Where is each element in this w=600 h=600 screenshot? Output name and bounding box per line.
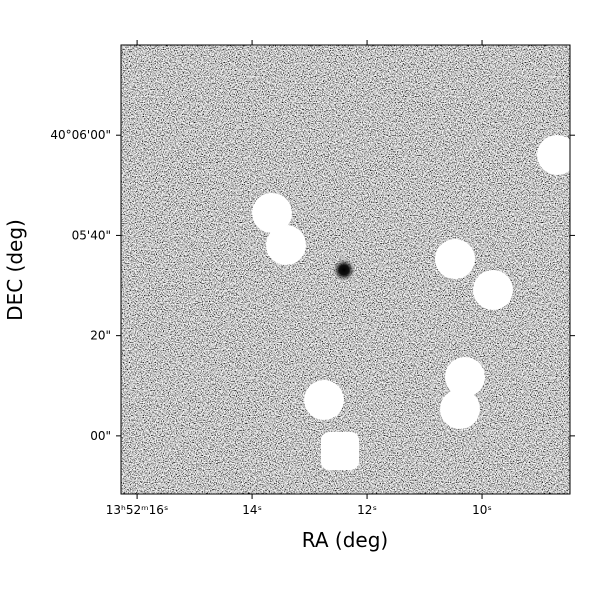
mask [435,239,475,279]
x-tick-label: 10ˢ [472,503,492,517]
y-tick-label: 00" [90,429,111,443]
axes-frame [120,44,571,495]
y-tick-label: 05'40" [72,228,111,242]
mask [445,357,485,397]
x-axis-label: RA (deg) [302,528,388,552]
x-tick-label: 14ˢ [242,503,262,517]
mask [321,432,359,470]
mask [537,135,570,175]
image [121,45,570,494]
y-tick-label: 20" [90,329,111,343]
mask [304,380,344,420]
mask [440,389,480,429]
source [333,259,355,281]
mask [252,193,292,233]
mask [473,270,513,310]
y-tick-label: 40°06'00" [50,128,111,142]
x-tick-label: 13ʰ52ᵐ16ˢ [106,503,169,517]
masks [252,135,570,470]
x-tick-label: 12ˢ [357,503,377,517]
y-axis-label: DEC (deg) [3,219,27,321]
mask [266,225,306,265]
